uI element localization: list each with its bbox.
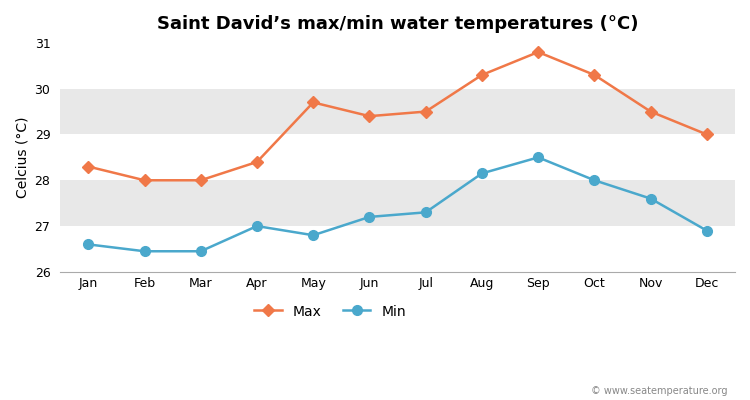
Min bbox=[196, 249, 206, 254]
Max bbox=[365, 114, 374, 118]
Min bbox=[646, 196, 656, 201]
Min bbox=[590, 178, 599, 183]
Min bbox=[309, 233, 318, 238]
Max bbox=[534, 50, 543, 54]
Bar bbox=[60, 180, 735, 226]
Y-axis label: Celcius (°C): Celcius (°C) bbox=[15, 117, 29, 198]
Max bbox=[84, 164, 93, 169]
Min bbox=[534, 155, 543, 160]
Min bbox=[422, 210, 430, 215]
Min bbox=[478, 171, 487, 176]
Max bbox=[590, 72, 599, 77]
Max bbox=[703, 132, 712, 137]
Max bbox=[422, 109, 430, 114]
Line: Min: Min bbox=[83, 152, 712, 256]
Max bbox=[196, 178, 206, 183]
Min bbox=[253, 224, 262, 228]
Min bbox=[84, 242, 93, 247]
Bar bbox=[60, 226, 735, 272]
Line: Max: Max bbox=[84, 48, 711, 184]
Max bbox=[140, 178, 149, 183]
Min bbox=[140, 249, 149, 254]
Bar bbox=[60, 43, 735, 89]
Bar bbox=[60, 89, 735, 134]
Min bbox=[365, 214, 374, 219]
Bar bbox=[60, 134, 735, 180]
Title: Saint David’s max/min water temperatures (°C): Saint David’s max/min water temperatures… bbox=[157, 15, 638, 33]
Legend: Max, Min: Max, Min bbox=[248, 299, 412, 324]
Max bbox=[309, 100, 318, 105]
Max bbox=[253, 160, 262, 164]
Text: © www.seatemperature.org: © www.seatemperature.org bbox=[591, 386, 728, 396]
Max bbox=[646, 109, 656, 114]
Min bbox=[703, 228, 712, 233]
Max bbox=[478, 72, 487, 77]
